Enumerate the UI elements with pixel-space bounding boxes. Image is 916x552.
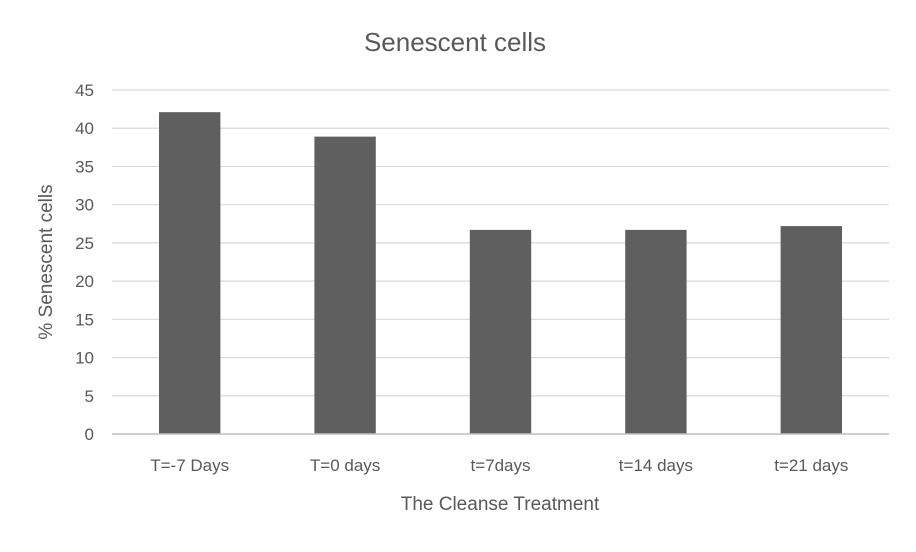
bar [625,229,687,434]
y-tick-label: 45 [75,81,94,100]
x-tick-label: t=14 days [619,456,693,475]
x-axis-title: The Cleanse Treatment [401,494,600,515]
bar [314,136,376,434]
y-tick-label: 25 [75,234,94,253]
y-tick-label: 0 [85,425,94,444]
y-tick-label: 5 [85,387,94,406]
x-tick-label: t=21 days [774,456,848,475]
bars [159,112,842,435]
y-tick-label: 40 [75,119,94,138]
x-tick-labels: T=-7 Days T=0 days t=7days t=14 days t=21 da… [150,456,848,475]
bar [780,226,842,434]
y-axis-title: % Senescent cells [36,184,57,339]
chart-title: Senescent cells [364,27,546,57]
x-tick-label: t=7days [470,456,530,475]
bar [469,229,532,434]
bar [159,112,221,435]
y-tick-label: 15 [75,310,94,329]
y-tick-labels: 0 5 10 15 20 25 30 35 40 45 [75,81,94,444]
y-tick-label: 30 [75,196,94,215]
y-tick-label: 35 [75,157,94,176]
x-tick-label: T=0 days [310,456,380,475]
y-tick-label: 20 [75,272,94,291]
y-tick-label: 10 [75,349,94,368]
x-tick-label: T=-7 Days [150,456,229,475]
